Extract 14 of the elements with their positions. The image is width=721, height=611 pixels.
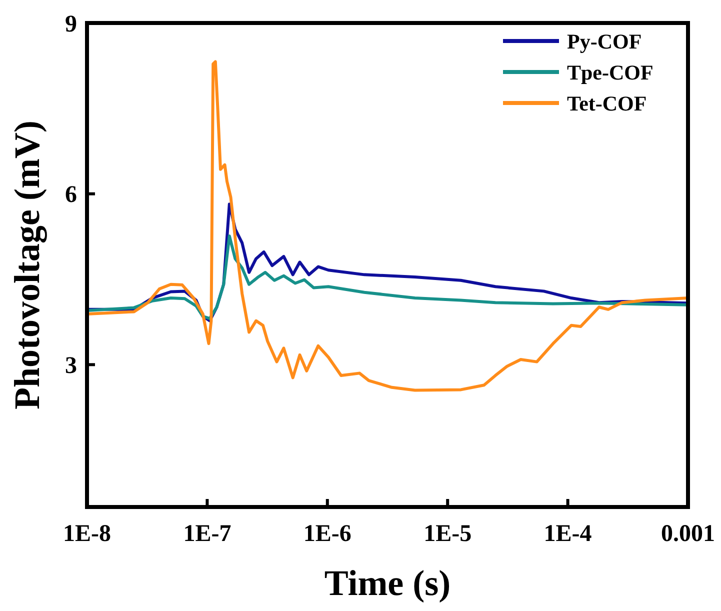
legend-label: Py-COF [567,29,642,54]
y-axis-title: Photovoltage (mV) [7,120,47,410]
x-tick-label: 1E-8 [63,521,111,547]
y-tick-label: 6 [65,182,77,208]
x-tick-label: 1E-6 [303,521,352,547]
legend-label: Tet-COF [567,91,647,116]
legend-label: Tpe-COF [567,60,654,84]
x-tick-label: 1E-5 [424,521,472,547]
x-tick-label: 1E-4 [544,521,592,547]
x-tick-label: 0.001 [661,521,715,547]
y-tick-label: 9 [65,11,77,38]
x-axis-title: Time (s) [324,563,451,603]
x-tick-label: 1E-7 [183,521,232,547]
y-tick-label: 3 [65,353,77,380]
